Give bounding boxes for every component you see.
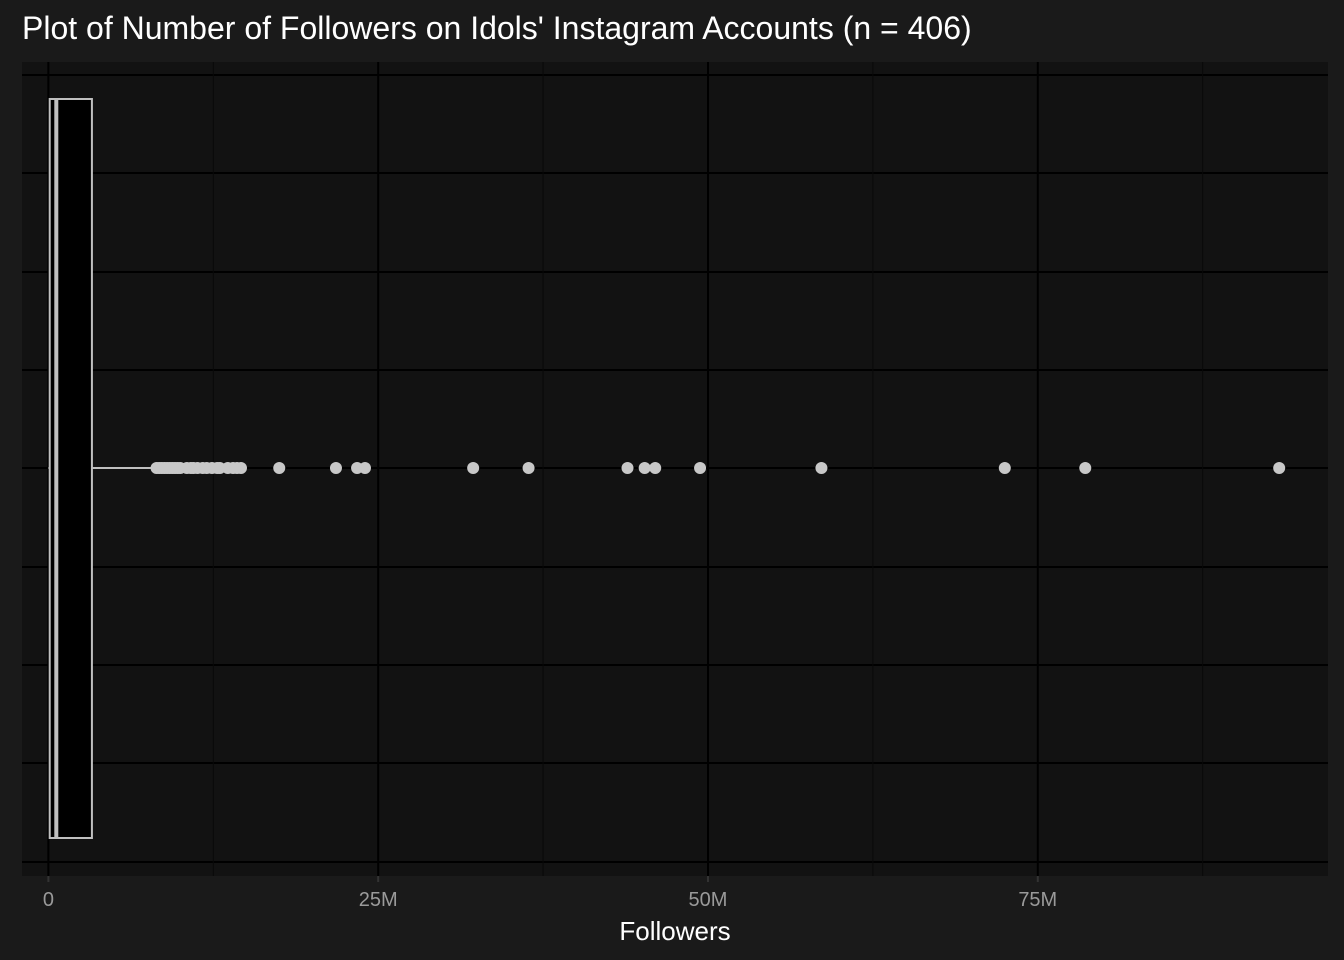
x-tick-label: 0 [43,889,54,911]
outlier-point [694,462,707,474]
outlier-point [638,462,651,474]
outlier-point [329,462,342,474]
x-tick-label: 75M [1018,889,1057,911]
chart-title: Plot of Number of Followers on Idols' In… [22,10,972,46]
x-tick-label: 50M [689,889,728,911]
outliers [150,462,1286,474]
outlier-point [649,462,662,474]
outlier-point [621,462,634,474]
x-axis: 0 25M 50M 75M [43,876,1057,911]
outlier-point [467,462,480,474]
outlier-point [1079,462,1092,474]
outlier-point [522,462,535,474]
x-axis-label: Followers [619,916,730,946]
outlier-point [815,462,828,474]
outlier-point [1273,462,1286,474]
x-tick-label: 25M [359,889,398,911]
outlier-point [358,462,371,474]
outlier-point [234,462,247,474]
outlier-point [273,462,286,474]
boxplot [48,98,154,839]
outlier-point [998,462,1011,474]
